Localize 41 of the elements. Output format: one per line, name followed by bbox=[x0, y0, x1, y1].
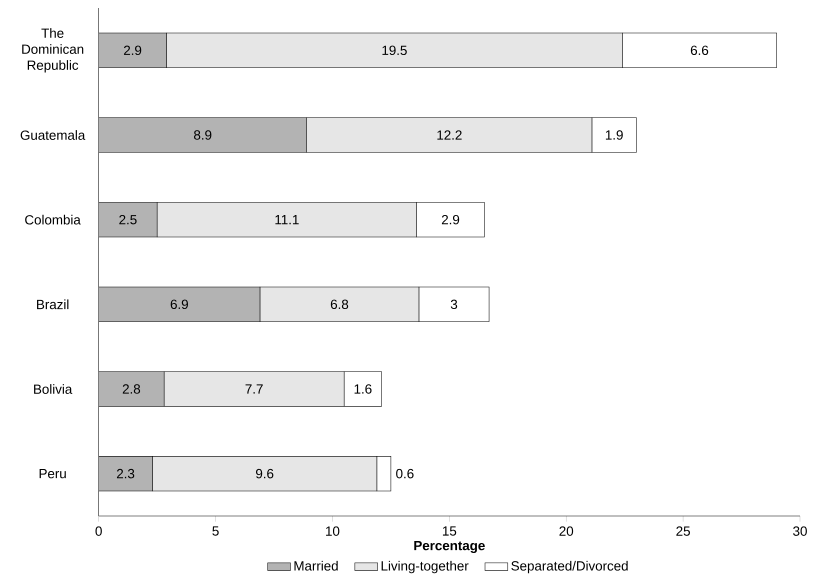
x-axis-title: Percentage bbox=[414, 540, 485, 553]
x-tick-label: 10 bbox=[326, 526, 340, 536]
data-label: 11.1 bbox=[275, 215, 299, 224]
data-label: 9.6 bbox=[256, 468, 274, 478]
legend-label: Separated/Divorced bbox=[511, 560, 628, 574]
data-label: 19.5 bbox=[382, 46, 407, 56]
data-label: 1.9 bbox=[606, 130, 623, 140]
data-label: 1.6 bbox=[354, 384, 372, 394]
data-label: 6.9 bbox=[170, 300, 188, 310]
data-label: 8.9 bbox=[194, 130, 212, 140]
data-label: 2.5 bbox=[119, 214, 137, 224]
y-tick-label: Bolivia bbox=[34, 384, 72, 394]
data-label: 2.9 bbox=[442, 214, 460, 224]
bar bbox=[98, 117, 307, 153]
bar bbox=[98, 286, 260, 322]
data-label: 3 bbox=[450, 300, 458, 310]
bar bbox=[98, 371, 164, 407]
data-label: 6.6 bbox=[690, 46, 708, 56]
bar bbox=[98, 202, 158, 238]
bar bbox=[98, 456, 153, 492]
x-tick-label: 0 bbox=[95, 526, 102, 536]
data-label: 2.8 bbox=[122, 384, 140, 394]
data-label: 2.3 bbox=[116, 468, 134, 478]
y-tick-label: Colombia bbox=[25, 214, 81, 225]
x-tick-label: 25 bbox=[676, 526, 690, 536]
data-label: 2.9 bbox=[124, 46, 142, 56]
x-tick-label: 15 bbox=[442, 526, 456, 536]
y-tick-label: The Dominican Republic bbox=[22, 28, 84, 73]
legend-label: Living-together bbox=[382, 560, 469, 574]
data-label: 6.8 bbox=[330, 300, 348, 310]
bar bbox=[98, 32, 167, 68]
x-tick-label: 20 bbox=[559, 526, 574, 536]
y-tick-label: Peru bbox=[40, 469, 66, 478]
x-tick-label: 30 bbox=[793, 526, 807, 536]
y-tick-label: Brazil bbox=[37, 299, 68, 310]
data-label: 7.7 bbox=[246, 384, 263, 394]
x-tick-label: 5 bbox=[212, 526, 219, 536]
legend-label: Married bbox=[294, 560, 338, 571]
data-label: 12.2 bbox=[437, 130, 462, 140]
data-label: 0.6 bbox=[396, 468, 414, 478]
y-tick-label: Guatemala bbox=[20, 130, 86, 140]
